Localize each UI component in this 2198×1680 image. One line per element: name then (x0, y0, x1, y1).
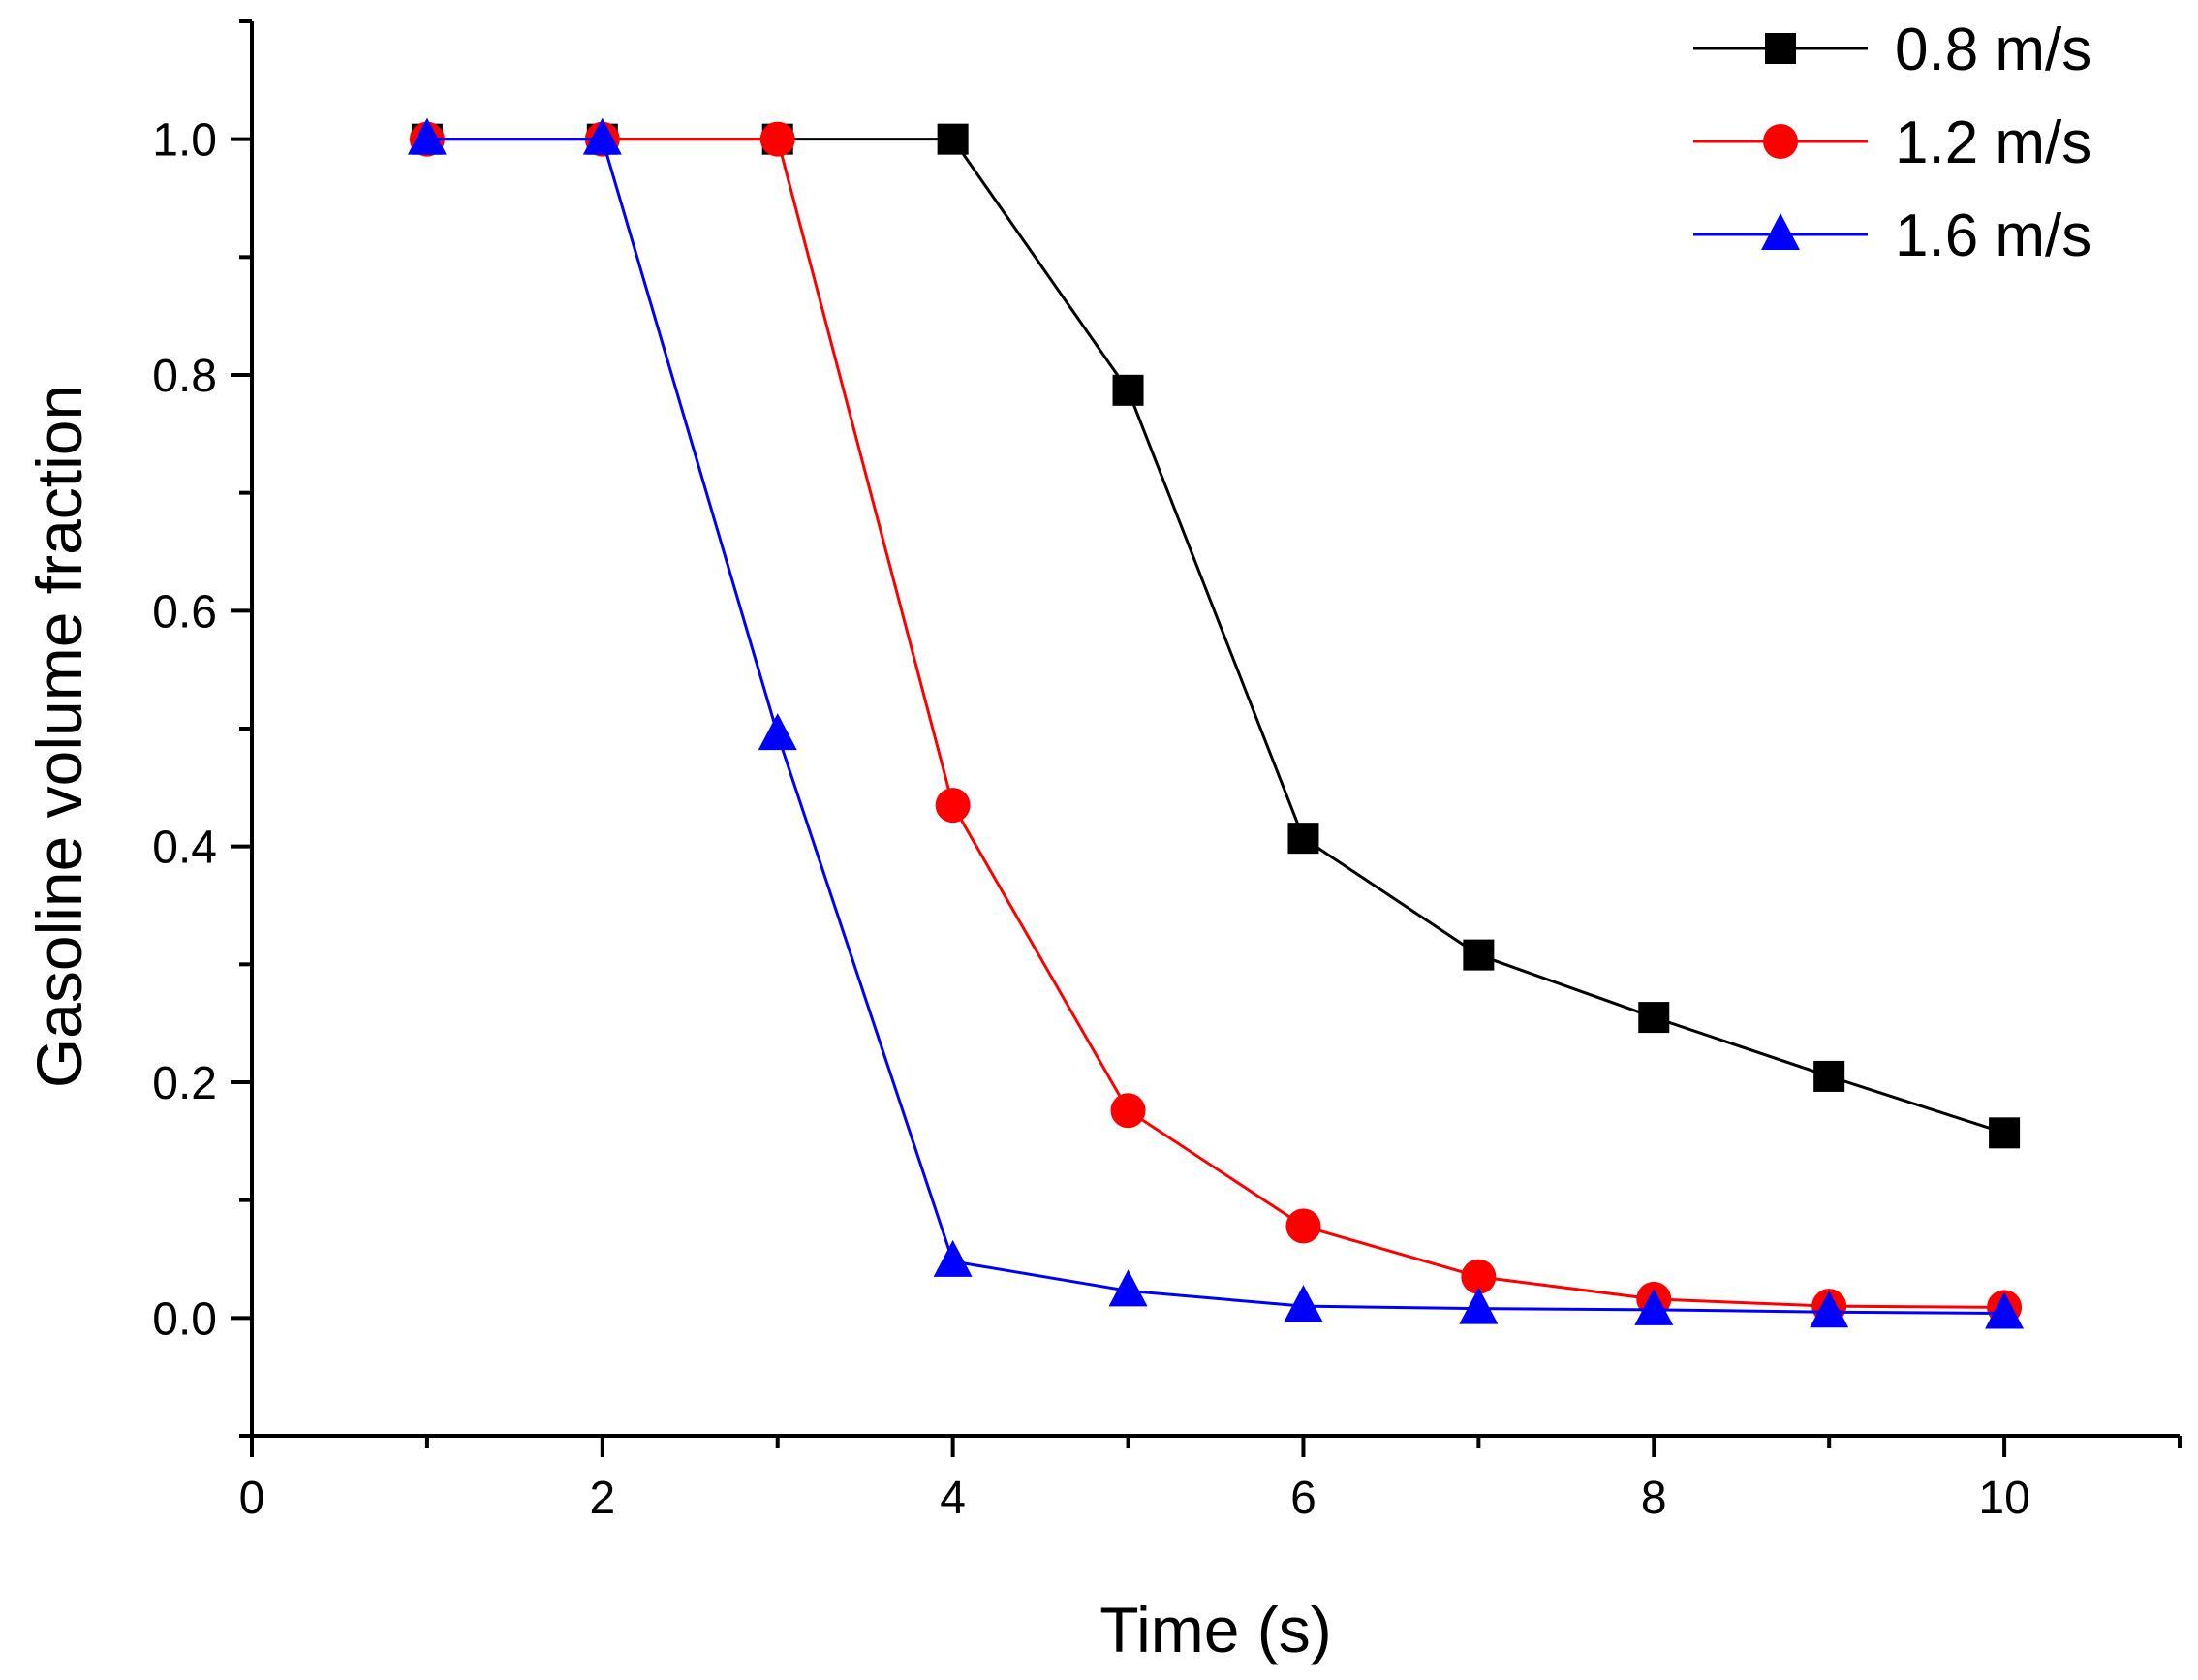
legend-marker (1761, 213, 1800, 250)
data-point (933, 1239, 973, 1277)
series-line (426, 138, 2005, 1135)
data-point (1285, 1208, 1321, 1244)
legend-item: 0.8 m/s (1693, 16, 2091, 83)
data-point (1810, 1291, 1849, 1328)
series-1 (411, 123, 2021, 1149)
x-axis-ticks: 0 2 4 6 8 10 (239, 1436, 2182, 1524)
data-point (1813, 1060, 1845, 1092)
data-point (1634, 1288, 1674, 1325)
x-tick-label: 10 (1978, 1473, 2029, 1524)
data-point (1112, 374, 1144, 406)
y-axis-title: Gasoline volume fraction (23, 385, 95, 1088)
legend: 0.8 m/s 1.2 m/s 1.6 m/s (1693, 16, 2091, 269)
data-point (1985, 1291, 2025, 1329)
legend-marker (1765, 33, 1796, 64)
x-tick-label: 6 (1290, 1473, 1316, 1524)
series-3 (407, 117, 2025, 1329)
data-point (1287, 823, 1319, 855)
data-point (759, 121, 795, 157)
series-layer (407, 117, 2025, 1329)
x-tick-label: 0 (239, 1473, 265, 1524)
data-point (935, 788, 971, 824)
data-point (1108, 1269, 1148, 1307)
legend-label: 1.2 m/s (1895, 109, 2091, 176)
y-axis-ticks: 0.0 0.2 0.4 0.6 0.8 1.0 (152, 19, 252, 1438)
y-tick-label: 1.0 (152, 115, 217, 167)
legend-item: 1.6 m/s (1693, 202, 2091, 269)
data-point (1284, 1285, 1323, 1322)
data-point (937, 123, 969, 155)
legend-marker (1763, 124, 1798, 159)
data-point (1989, 1117, 2021, 1149)
y-tick-label: 0.0 (152, 1293, 217, 1345)
legend-label: 1.6 m/s (1895, 202, 2091, 269)
plot-frame (250, 21, 2180, 1438)
x-tick-label: 4 (940, 1473, 966, 1524)
data-point (1110, 1093, 1146, 1129)
x-axis-title: Time (s) (1099, 1594, 1332, 1665)
y-tick-label: 0.8 (152, 351, 217, 402)
data-point (582, 117, 622, 155)
data-point (1459, 1287, 1499, 1324)
data-point (1638, 1002, 1670, 1034)
data-point (1463, 939, 1495, 971)
data-point (1461, 1259, 1497, 1294)
y-tick-label: 0.2 (152, 1058, 217, 1109)
y-tick-label: 0.4 (152, 823, 217, 874)
data-point (758, 713, 797, 751)
x-tick-label: 2 (589, 1473, 615, 1524)
series-line (426, 138, 2005, 1315)
series-line (426, 138, 2005, 1309)
legend-item: 1.2 m/s (1693, 109, 2091, 176)
x-tick-label: 8 (1641, 1473, 1667, 1524)
legend-label: 0.8 m/s (1895, 16, 2091, 83)
data-point (407, 117, 447, 155)
y-tick-label: 0.6 (152, 586, 217, 638)
